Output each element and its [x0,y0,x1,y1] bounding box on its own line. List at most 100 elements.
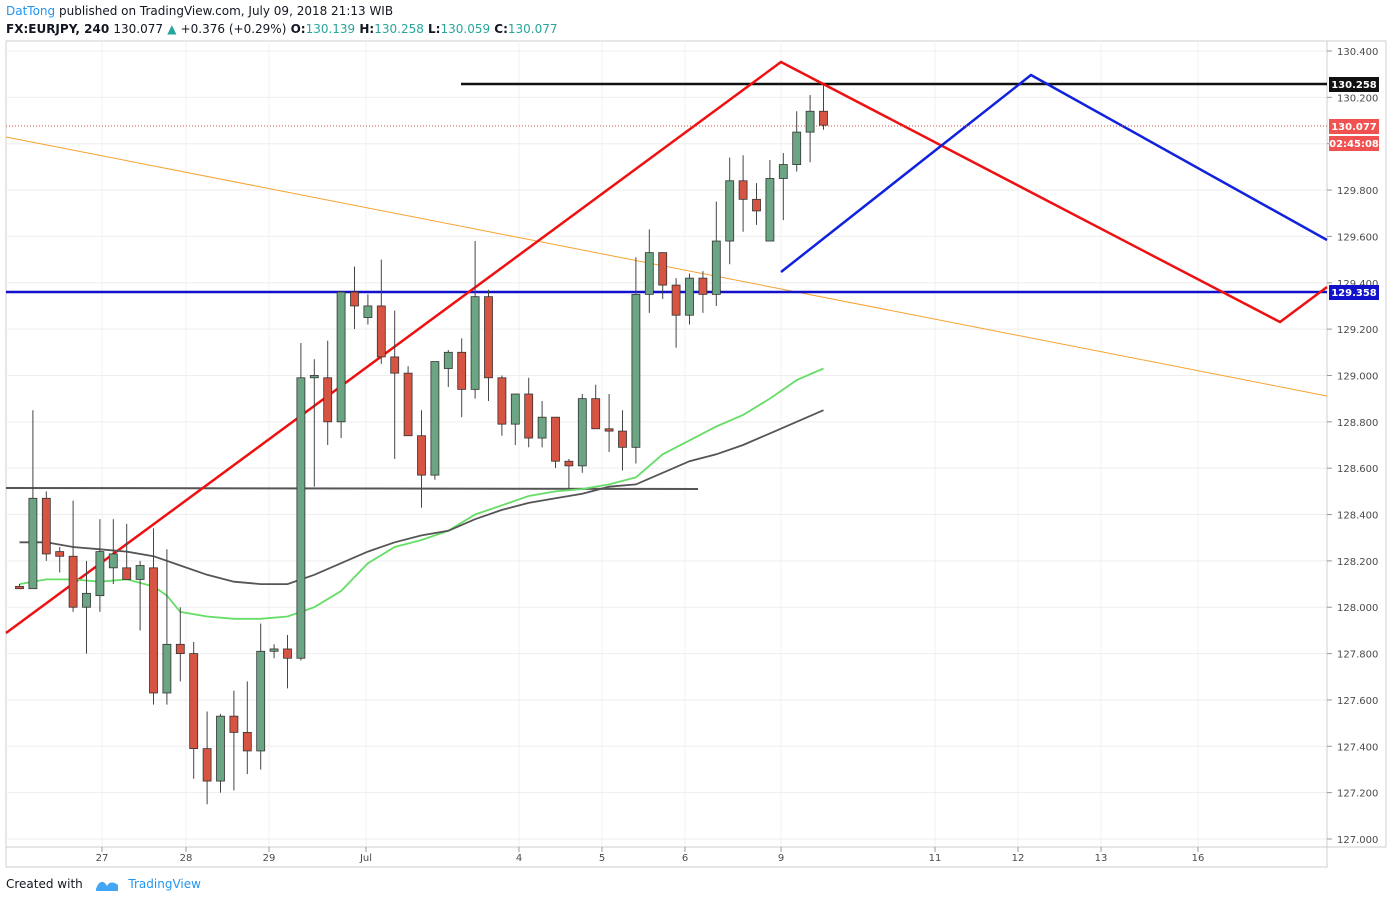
vertical-grid [101,41,1199,847]
candle-body [698,277,708,295]
dark-horizontal-line[interactable] [5,487,699,490]
candle-body [323,377,333,423]
candle-body [242,731,252,752]
time-axis [5,846,1328,868]
candle [108,519,118,585]
candle-body [752,198,761,212]
candle [604,394,614,452]
candle [443,349,453,388]
tradingview-link[interactable]: TradingView [128,877,201,891]
candle [765,159,775,242]
candle [242,681,252,775]
red-zigzag-projection[interactable] [5,60,1328,635]
candle-body [15,585,24,590]
candle [510,393,520,445]
y-tick-label: 127.800 [1337,650,1378,661]
candle-body [296,377,306,659]
candle-body [336,291,346,423]
x-tick-label: 4 [516,853,522,864]
horizontal-grid [6,50,1327,840]
candle-body [443,351,453,369]
candle-body [202,748,212,782]
candle-body [55,551,65,557]
candle [631,257,641,464]
candle [28,410,38,590]
candle-body [41,497,51,555]
candle [175,607,185,682]
symbol-info: FX:EURJPY, 240 130.077 ▲ +0.376 (+0.29%)… [6,21,558,37]
candle-body [577,398,587,467]
candle [738,155,748,232]
candle [591,384,601,430]
candle [564,458,574,490]
high-price-tag-text: 130.258 [1331,80,1377,91]
candle [269,644,279,659]
candle [256,623,266,770]
candle [484,289,493,401]
x-tick-label: 12 [1012,853,1025,864]
candle [296,343,306,661]
x-tick-label: 16 [1192,853,1205,864]
candle [725,157,735,265]
y-tick-label: 127.600 [1337,696,1378,707]
candle [671,278,681,348]
x-tick-label: 9 [778,853,784,864]
symbol-label: FX:EURJPY, 240 [6,22,110,36]
candle [350,266,359,330]
candle-body [430,361,440,476]
blue-zigzag-projection[interactable] [780,73,1328,273]
candle-body [376,305,386,358]
candle-body [551,416,560,462]
candle-body [309,375,319,379]
candle [430,361,440,480]
candle-body [510,393,520,425]
candle-body [537,416,547,439]
candle [162,549,172,705]
y-tick-label: 128.600 [1337,464,1378,475]
candle [363,294,373,325]
high-price-tag: 130.258 [1329,77,1379,92]
candle [497,375,507,436]
candle [698,271,708,313]
candle [390,310,400,459]
candle [417,410,426,508]
candle [711,201,721,306]
candle [122,523,132,580]
candle [537,400,547,448]
candle-body [417,435,426,476]
y-tick-label: 129.400 [1337,279,1378,290]
candle-body [792,131,802,165]
candle [551,416,560,469]
candle-body [497,377,507,425]
close-label: C: [494,22,508,36]
candle [55,546,65,573]
candle [202,711,212,805]
candle-body [175,643,185,654]
candle-body [68,555,78,608]
close-value: 130.077 [507,22,558,36]
candle-body [484,296,493,379]
candle-body [604,428,614,432]
x-tick-label: 5 [599,853,605,864]
y-tick-label: 128.400 [1337,511,1378,522]
candle-body [229,715,239,733]
candle [82,560,91,654]
last-price-tag: 130.077 [1329,119,1379,134]
candle-body [457,351,467,390]
footer: Created with TradingView [6,876,201,892]
candle [819,83,828,130]
y-tick-label: 127.400 [1337,742,1378,753]
candle [457,338,467,418]
candle-body [644,252,654,295]
y-tick-label: 130.400 [1337,47,1378,58]
y-tick-label: 127.000 [1337,835,1378,846]
candle [778,152,788,221]
author-link[interactable]: DatTong [6,4,56,18]
y-tick-label: 128.000 [1337,603,1378,614]
candle-body [685,277,694,316]
candle-body [269,648,279,652]
x-tick-label: Jul [359,853,372,864]
candle [805,95,815,163]
candle-body [363,305,373,318]
